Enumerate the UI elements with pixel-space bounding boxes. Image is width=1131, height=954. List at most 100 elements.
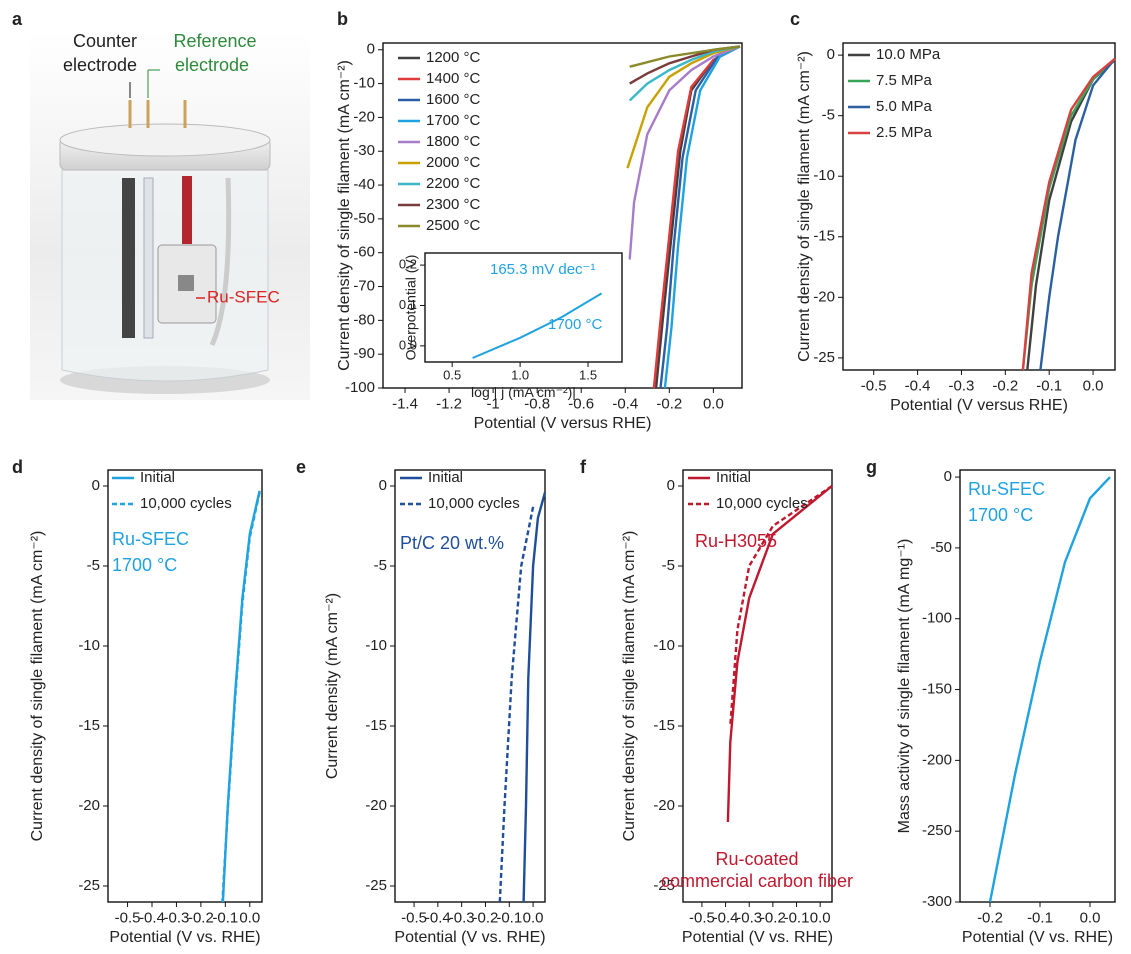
x-tick-label: -0.1	[212, 909, 238, 926]
annotation: Ru-H3055	[695, 531, 777, 551]
y-axis-label: Current density of single filament (mA c…	[29, 531, 46, 842]
legend-label: 2300 °C	[426, 196, 481, 213]
y-tick-label: -20	[78, 797, 100, 814]
y-tick-label: -15	[78, 717, 100, 734]
y-tick-label: 0.2	[399, 257, 417, 272]
y-tick-label: -5	[822, 107, 835, 124]
y-tick-label: -200	[922, 751, 952, 768]
x-tick-label: -0.8	[524, 395, 550, 412]
x-tick-label: -0.4	[139, 909, 165, 926]
legend-label: 10,000 cycles	[716, 495, 808, 512]
annotation: 1700 °C	[968, 505, 1033, 525]
x-tick-label: -0.2	[188, 909, 214, 926]
reference-tube	[143, 177, 154, 339]
y-tick-label: -10	[365, 637, 387, 654]
y-tick-label: -5	[87, 557, 100, 574]
counter-label: electrode	[63, 55, 137, 75]
annotation: commercial carbon fiber	[661, 871, 853, 891]
axes-frame	[382, 42, 743, 389]
panel-label: d	[12, 457, 23, 477]
panel-label: a	[12, 9, 23, 29]
data-line	[626, 45, 741, 169]
y-tick-label: 0	[379, 477, 387, 494]
y-tick-label: -20	[813, 288, 835, 305]
clip-wire	[182, 176, 192, 244]
data-line	[628, 45, 741, 260]
x-axis-label: Potential (V vs. RHE)	[394, 929, 545, 946]
inset-background	[425, 253, 622, 362]
data-line	[221, 490, 261, 903]
annotation: Ru-coated	[715, 849, 798, 869]
x-tick-label: -0.3	[736, 909, 762, 926]
x-axis-label: Potential (V vs. RHE)	[962, 929, 1113, 946]
legend-label: 10,000 cycles	[140, 495, 232, 512]
y-tick-label: 0.0	[399, 337, 417, 352]
x-tick-label: 0.5	[443, 368, 461, 383]
x-tick-label: -0.4	[612, 395, 638, 412]
y-tick-label: -300	[922, 893, 952, 910]
sample-label: Ru-SFEC	[207, 287, 280, 306]
annotation: Ru-SFEC	[968, 479, 1045, 499]
data-line	[1021, 57, 1116, 371]
y-tick-label: -20	[653, 797, 675, 814]
x-axis-label: Potential (V versus RHE)	[890, 397, 1068, 414]
axes-frame	[842, 42, 1116, 371]
x-tick-label: -1.2	[436, 395, 462, 412]
legend-label: Initial	[140, 469, 175, 486]
panel-label: e	[296, 457, 306, 477]
x-tick-label: 0.0	[1080, 909, 1101, 926]
x-axis-label: Potential (V versus RHE)	[474, 415, 652, 432]
y-tick-label: -15	[365, 717, 387, 734]
reference-label: Reference	[173, 31, 256, 51]
annotation: 165.3 mV dec⁻¹	[490, 261, 595, 278]
y-tick-label: -80	[353, 311, 375, 328]
y-tick-label: -5	[662, 557, 675, 574]
tube	[209, 177, 232, 347]
x-tick-label: -0.3	[449, 909, 475, 926]
x-tick-label: -0.4	[425, 909, 451, 926]
y-tick-label: -50	[353, 210, 375, 227]
data-line	[522, 492, 547, 903]
data-line	[1026, 59, 1116, 371]
y-tick-label: 0	[944, 468, 952, 485]
annotation: 1700 °C	[548, 316, 603, 333]
x-tick-label: -0.2	[992, 377, 1018, 394]
y-tick-label: -60	[353, 244, 375, 261]
x-tick-label: 1.5	[579, 368, 597, 383]
y-tick-label: -25	[365, 877, 387, 894]
x-tick-label: -0.5	[401, 909, 427, 926]
y-tick-label: -10	[653, 637, 675, 654]
data-line	[472, 292, 603, 359]
y-tick-label: -100	[345, 379, 375, 396]
data-line	[628, 45, 741, 102]
x-tick-label: -0.1	[1027, 909, 1053, 926]
x-tick-label: 0.0	[703, 395, 724, 412]
x-tick-label: -0.2	[656, 395, 682, 412]
data-line	[659, 45, 741, 389]
data-line	[729, 485, 833, 727]
x-tick-label: -0.3	[164, 909, 190, 926]
reference-label: electrode	[175, 55, 249, 75]
counter-rod	[122, 178, 135, 338]
legend-label: 1800 °C	[426, 133, 481, 150]
y-axis-label: Current density (mA cm⁻²)	[324, 593, 341, 779]
y-tick-label: -20	[353, 108, 375, 125]
x-tick-label: -0.1	[1036, 377, 1062, 394]
legend-label: 2200 °C	[426, 175, 481, 192]
panel-label: f	[580, 457, 587, 477]
y-axis-label: Current density of single filament (mA c…	[621, 531, 638, 842]
y-tick-label: -25	[813, 349, 835, 366]
x-tick-label: -0.4	[713, 909, 739, 926]
y-tick-label: -10	[78, 637, 100, 654]
y-tick-label: -10	[813, 167, 835, 184]
y-tick-label: -25	[653, 877, 675, 894]
x-axis-label: log | j (mA cm⁻²)|	[471, 384, 576, 400]
legend-label: 1400 °C	[426, 70, 481, 87]
y-tick-label: -100	[922, 610, 952, 627]
x-tick-label: -1	[486, 395, 499, 412]
y-tick-label: -10	[353, 75, 375, 92]
y-tick-label: -15	[813, 228, 835, 245]
legend-label: Initial	[428, 469, 463, 486]
legend-label: 7.5 MPa	[876, 72, 933, 89]
